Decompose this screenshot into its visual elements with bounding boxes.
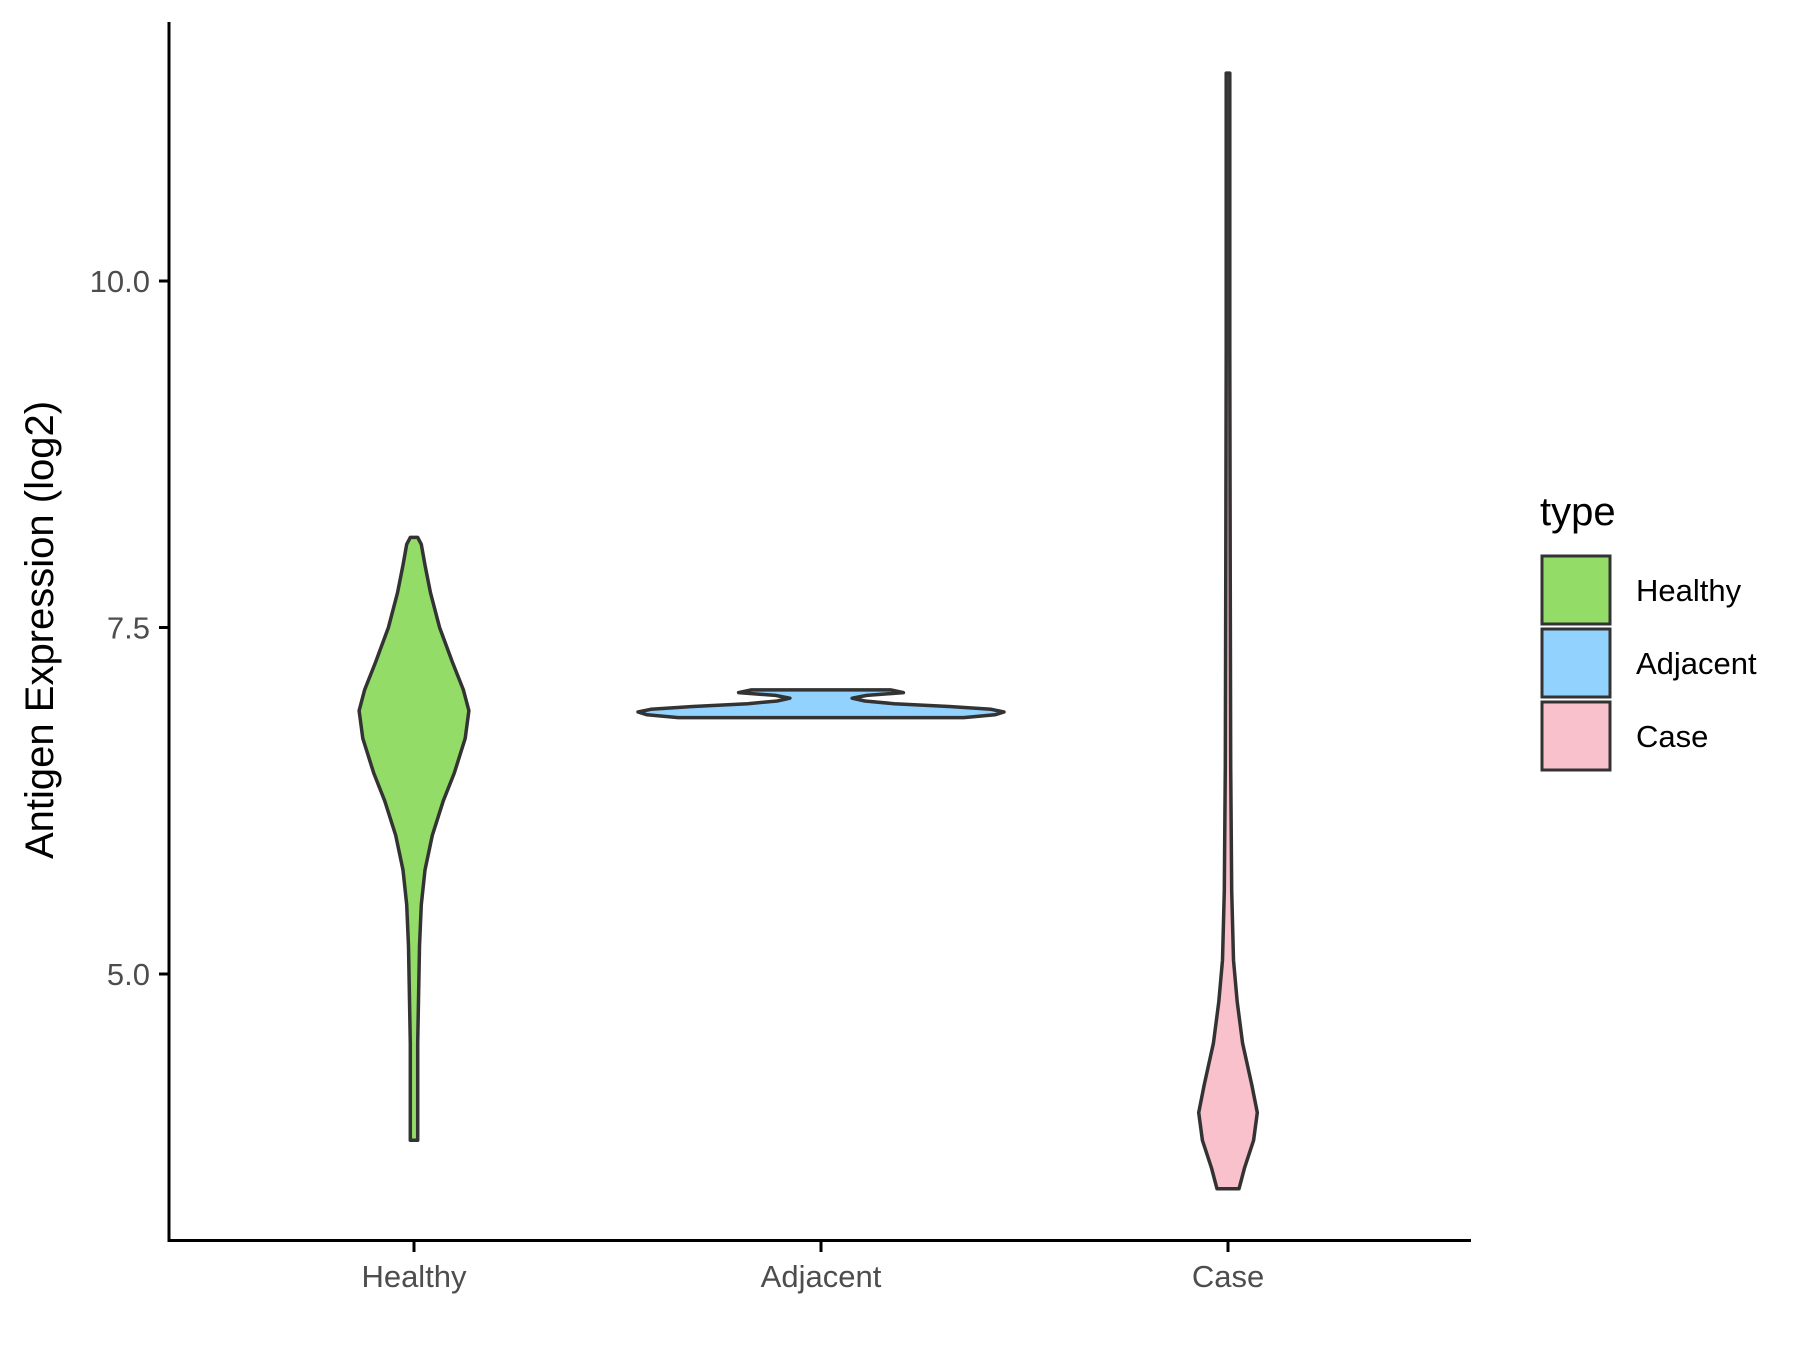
legend-key-healthy: [1540, 554, 1612, 626]
y-tick-label: 5.0: [107, 957, 150, 992]
violin-case: [1196, 71, 1260, 1191]
legend: type Healthy Adjacent Case: [1540, 490, 1757, 772]
legend-key-case: [1540, 700, 1612, 772]
legend-entries: Healthy Adjacent Case: [1540, 554, 1757, 772]
legend-title: type: [1540, 490, 1616, 534]
violin-adjacent: [636, 688, 1006, 720]
x-tick-label-healthy: Healthy: [361, 1259, 467, 1294]
legend-key-adjacent: [1540, 627, 1612, 699]
y-tick-label: 10.0: [90, 264, 150, 299]
legend-label-healthy: Healthy: [1636, 573, 1742, 608]
y-tick-label: 7.5: [107, 611, 150, 646]
legend-label-case: Case: [1636, 719, 1708, 754]
legend-label-adjacent: Adjacent: [1636, 646, 1757, 681]
y-axis-title: Antigen Expression (log2): [18, 401, 62, 859]
x-tick-label-adjacent: Adjacent: [761, 1259, 882, 1294]
x-tick-label-case: Case: [1192, 1259, 1264, 1294]
violin-healthy: [357, 535, 471, 1143]
x-ticks: Healthy Adjacent Case: [361, 1242, 1264, 1294]
y-ticks: 5.0 7.5 10.0: [90, 264, 169, 992]
violins: [357, 71, 1260, 1191]
